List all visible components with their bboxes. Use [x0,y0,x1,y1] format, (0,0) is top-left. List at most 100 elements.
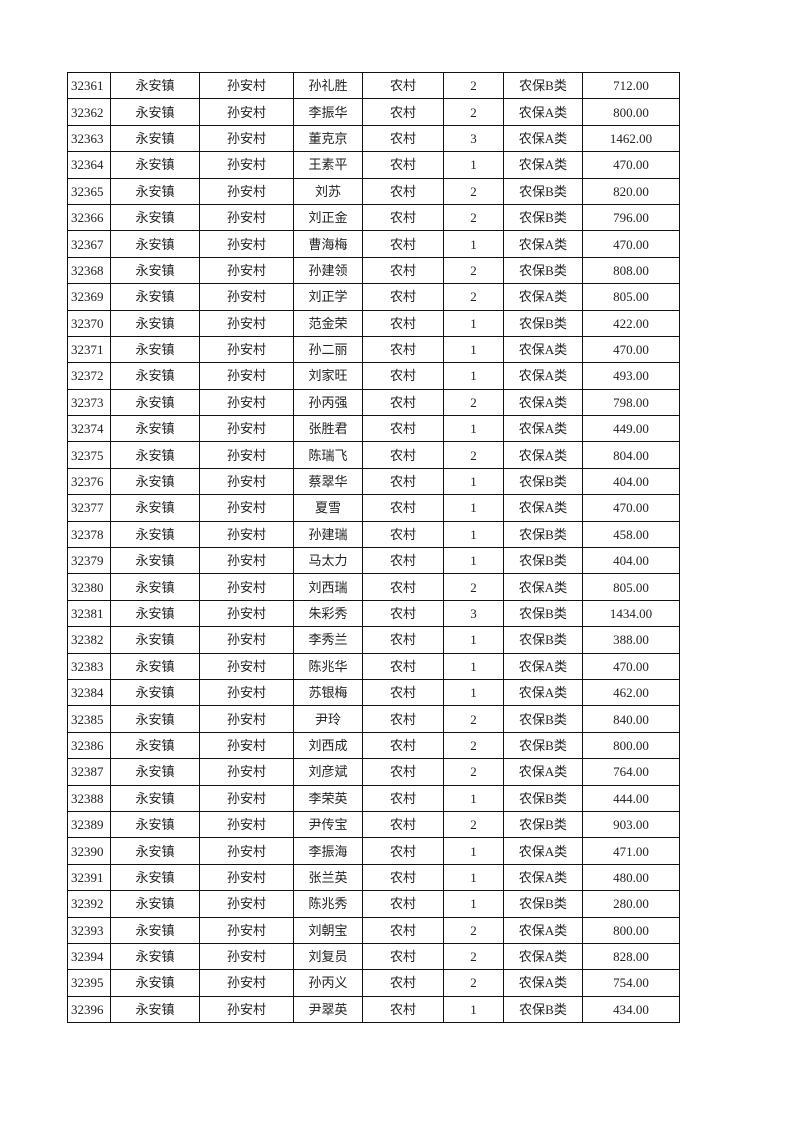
insurance-type-cell: 农保A类 [503,441,583,469]
count-cell: 1 [443,626,504,654]
amount-cell: 754.00 [582,969,680,997]
town-cell: 永安镇 [110,916,200,944]
amount-cell: 404.00 [582,467,680,496]
table-row: 32381 永安镇 孙安村 朱彩秀 农村 3 农保B类 1434.00 [67,599,680,628]
table-row: 32374 永安镇 孙安村 张胜君 农村 1 农保A类 449.00 [67,415,680,443]
name-cell: 朱彩秀 [293,599,363,628]
table-row: 32391 永安镇 孙安村 张兰英 农村 1 农保A类 480.00 [67,863,680,892]
row-id-cell: 32377 [67,494,111,522]
town-cell: 永安镇 [110,995,200,1024]
insurance-type-cell: 农保A类 [503,942,583,971]
row-id-cell: 32378 [67,520,111,549]
amount-cell: 805.00 [582,283,680,311]
village-cell: 孙安村 [199,969,294,997]
area-type-cell: 农村 [362,705,444,733]
insurance-type-cell: 农保B类 [503,626,583,654]
amount-cell: 404.00 [582,547,680,575]
table-row: 32396 永安镇 孙安村 尹翠英 农村 1 农保B类 434.00 [67,995,680,1024]
table-row: 32366 永安镇 孙安村 刘正金 农村 2 农保B类 796.00 [67,203,680,232]
name-cell: 蔡翠华 [293,467,363,496]
amount-cell: 470.00 [582,230,680,258]
name-cell: 李秀兰 [293,626,363,654]
table-row: 32389 永安镇 孙安村 尹传宝 农村 2 农保B类 903.00 [67,810,680,839]
village-cell: 孙安村 [199,335,294,364]
amount-cell: 820.00 [582,177,680,205]
amount-cell: 388.00 [582,626,680,654]
area-type-cell: 农村 [362,837,444,865]
village-cell: 孙安村 [199,256,294,285]
count-cell: 2 [443,969,504,997]
count-cell: 2 [443,71,504,100]
town-cell: 永安镇 [110,599,200,628]
amount-cell: 470.00 [582,494,680,522]
town-cell: 永安镇 [110,758,200,786]
count-cell: 1 [443,547,504,575]
name-cell: 孙建瑞 [293,520,363,549]
area-type-cell: 农村 [362,124,444,153]
count-cell: 1 [443,995,504,1024]
amount-cell: 808.00 [582,256,680,285]
row-id-cell: 32375 [67,441,111,469]
village-cell: 孙安村 [199,71,294,100]
town-cell: 永安镇 [110,784,200,812]
table-row: 32382 永安镇 孙安村 李秀兰 农村 1 农保B类 388.00 [67,626,680,654]
amount-cell: 764.00 [582,758,680,786]
town-cell: 永安镇 [110,678,200,707]
area-type-cell: 农村 [362,283,444,311]
amount-cell: 462.00 [582,678,680,707]
count-cell: 2 [443,758,504,786]
area-type-cell: 农村 [362,151,444,179]
row-id-cell: 32392 [67,890,111,918]
town-cell: 永安镇 [110,837,200,865]
area-type-cell: 农村 [362,810,444,839]
village-cell: 孙安村 [199,362,294,390]
town-cell: 永安镇 [110,467,200,496]
count-cell: 1 [443,415,504,443]
row-id-cell: 32380 [67,573,111,601]
row-id-cell: 32395 [67,969,111,997]
table-row: 32392 永安镇 孙安村 陈兆秀 农村 1 农保B类 280.00 [67,890,680,918]
area-type-cell: 农村 [362,230,444,258]
table-row: 32376 永安镇 孙安村 蔡翠华 农村 1 农保B类 404.00 [67,467,680,496]
area-type-cell: 农村 [362,969,444,997]
insurance-type-cell: 农保B类 [503,547,583,575]
area-type-cell: 农村 [362,731,444,760]
name-cell: 刘西成 [293,731,363,760]
village-cell: 孙安村 [199,547,294,575]
count-cell: 2 [443,203,504,232]
amount-cell: 1462.00 [582,124,680,153]
insurance-type-cell: 农保A类 [503,151,583,179]
table-row: 32368 永安镇 孙安村 孙建领 农村 2 农保B类 808.00 [67,256,680,285]
area-type-cell: 农村 [362,995,444,1024]
table-row: 32363 永安镇 孙安村 董克京 农村 3 农保A类 1462.00 [67,124,680,153]
town-cell: 永安镇 [110,177,200,205]
village-cell: 孙安村 [199,415,294,443]
village-cell: 孙安村 [199,599,294,628]
town-cell: 永安镇 [110,283,200,311]
village-cell: 孙安村 [199,573,294,601]
name-cell: 李振海 [293,837,363,865]
row-id-cell: 32394 [67,942,111,971]
count-cell: 1 [443,784,504,812]
town-cell: 永安镇 [110,203,200,232]
amount-cell: 422.00 [582,309,680,337]
town-cell: 永安镇 [110,415,200,443]
insurance-type-cell: 农保B类 [503,731,583,760]
table-row: 32387 永安镇 孙安村 刘彦斌 农村 2 农保A类 764.00 [67,758,680,786]
name-cell: 刘复员 [293,942,363,971]
table-row: 32362 永安镇 孙安村 李振华 农村 2 农保A类 800.00 [67,98,680,126]
count-cell: 2 [443,256,504,285]
town-cell: 永安镇 [110,573,200,601]
village-cell: 孙安村 [199,283,294,311]
count-cell: 1 [443,335,504,364]
village-cell: 孙安村 [199,705,294,733]
town-cell: 永安镇 [110,731,200,760]
area-type-cell: 农村 [362,652,444,680]
table-row: 32373 永安镇 孙安村 孙丙强 农村 2 农保A类 798.00 [67,388,680,417]
insurance-type-cell: 农保A类 [503,335,583,364]
name-cell: 王素平 [293,151,363,179]
name-cell: 张胜君 [293,415,363,443]
insurance-type-cell: 农保B类 [503,256,583,285]
town-cell: 永安镇 [110,626,200,654]
count-cell: 2 [443,98,504,126]
